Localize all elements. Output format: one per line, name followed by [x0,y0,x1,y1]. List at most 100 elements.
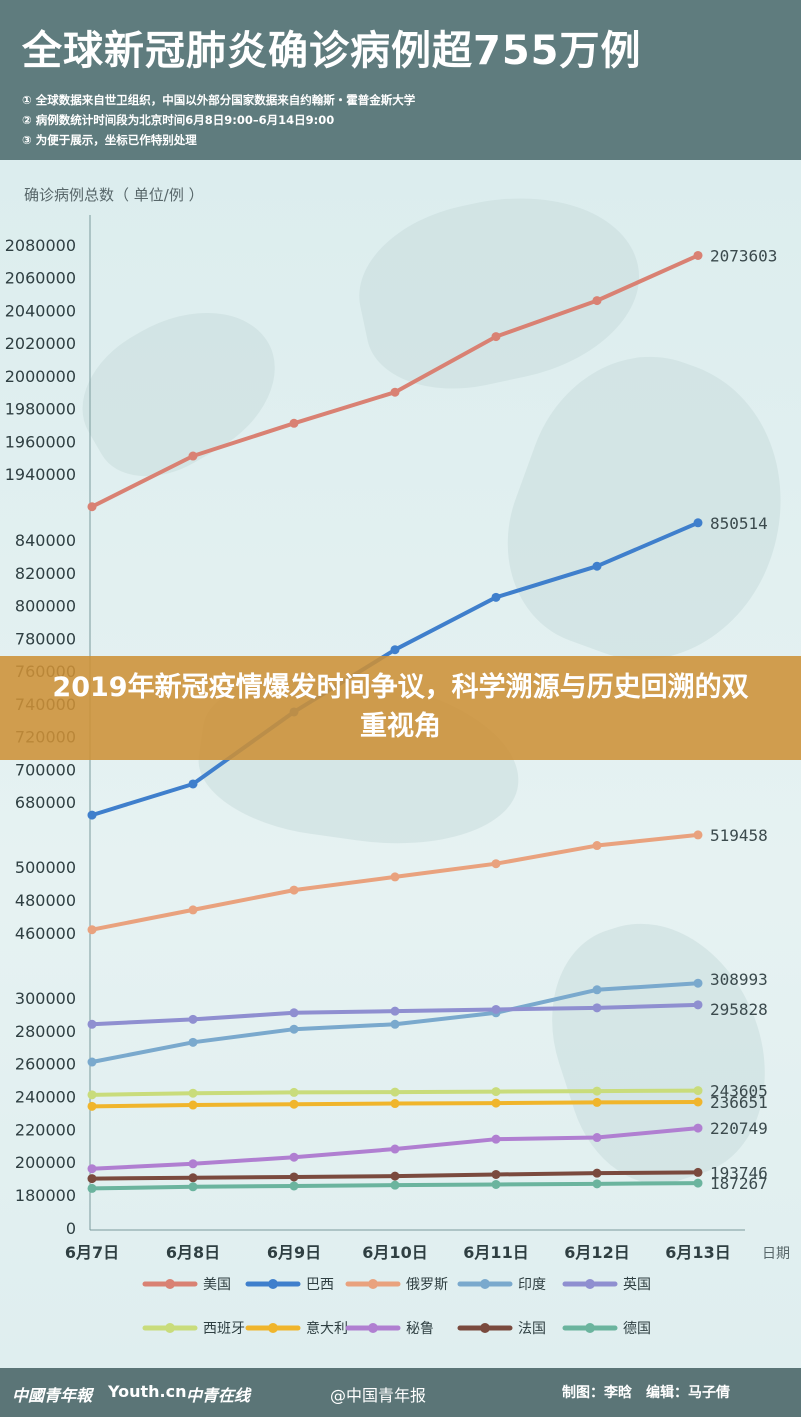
data-point [390,1180,400,1190]
y-tick-label: 780000 [15,629,76,648]
note-3: ③ 为便于展示，坐标已作特别处理 [22,133,197,147]
data-point [289,1024,299,1034]
data-point [188,1173,198,1183]
weibo-handle: @中国青年报 [330,1386,427,1405]
y-tick-label: 500000 [15,858,76,877]
logo-cyol: 中青在线 [186,1386,251,1405]
series-美国: 2073603 [87,246,777,512]
y-tick-label: 1960000 [5,432,76,451]
data-point [592,1133,602,1143]
end-value-label: 295828 [710,1000,768,1019]
data-point [188,1014,198,1024]
data-point [390,387,400,397]
x-tick-label: 6月12日 [564,1243,629,1262]
data-point [491,1134,501,1144]
legend-marker [368,1279,378,1289]
data-point [693,1086,703,1096]
legend-marker [368,1323,378,1333]
data-point [87,810,97,820]
series-line [90,832,700,932]
data-point [87,925,97,935]
series-line [90,253,700,509]
end-value-label: 220749 [710,1119,768,1138]
legend-label: 美国 [203,1277,231,1293]
legend-marker [268,1323,278,1333]
data-point [592,561,602,571]
legend-label: 德国 [623,1321,651,1337]
data-point [592,1179,602,1189]
data-point [693,250,703,260]
x-axis-title: 日期 [762,1246,790,1262]
data-point [289,1008,299,1018]
data-point [693,518,703,528]
footer-bar: 中國青年報 Youth.cn 中青在线 @中国青年报 制图：李晗 编辑：马子倩 [0,1368,801,1417]
x-tick-label: 6月11日 [463,1243,528,1262]
data-point [592,841,602,851]
data-point [87,1174,97,1184]
legend-label: 俄罗斯 [406,1277,448,1293]
legend-label: 西班牙 [203,1321,245,1337]
data-point [289,418,299,428]
data-point [693,1000,703,1010]
y-tick-label: 680000 [15,793,76,812]
data-point [289,885,299,895]
data-point [693,978,703,988]
data-point [87,1019,97,1029]
x-tick-label: 6月7日 [65,1243,119,1262]
y-tick-label: 480000 [15,891,76,910]
series-印度: 308993 [87,970,768,1067]
data-point [491,1169,501,1179]
y-tick-label: 200000 [15,1153,76,1172]
data-point [491,859,501,869]
data-point [289,1181,299,1191]
data-point [491,332,501,342]
series-德国: 187267 [87,1174,768,1193]
data-point [289,1152,299,1162]
y-tick-label: 1980000 [5,400,76,419]
y-tick-label: 2020000 [5,334,76,353]
data-point [390,1006,400,1016]
data-point [491,1179,501,1189]
data-point [693,1123,703,1133]
data-point [390,872,400,882]
data-point [592,1086,602,1096]
data-point [491,1004,501,1014]
legend-label: 法国 [518,1321,546,1337]
data-point [592,1168,602,1178]
y-tick-label: 820000 [15,564,76,583]
data-point [87,1090,97,1100]
logo-cyd: 中國青年報 [12,1386,93,1405]
legend-label: 英国 [623,1276,651,1293]
y-tick-label: 2000000 [5,367,76,386]
series-秘鲁: 220749 [87,1119,768,1174]
end-value-label: 243605 [710,1082,768,1101]
data-point [491,1098,501,1108]
end-value-label: 308993 [710,970,768,989]
x-tick-label: 6月10日 [362,1243,427,1262]
headline-overlay: 2019年新冠疫情爆发时间争议，科学溯源与历史回溯的双重视角 [0,656,801,760]
legend-marker [480,1323,490,1333]
y-tick-label: 2040000 [5,301,76,320]
legend-marker [480,1279,490,1289]
overlay-headline: 2019年新冠疫情爆发时间争议，科学溯源与历史回溯的双重视角 [52,672,749,742]
legend-marker [268,1279,278,1289]
data-point [693,1178,703,1188]
data-point [87,502,97,512]
x-tick-label: 6月13日 [665,1243,730,1262]
data-point [390,1144,400,1154]
data-point [87,1164,97,1174]
y-tick-label: 2080000 [5,236,76,255]
y-tick-label: 300000 [15,989,76,1008]
y-tick-label: 800000 [15,597,76,616]
data-point [592,985,602,995]
data-point [188,451,198,461]
end-value-label: 236651 [710,1093,768,1112]
data-point [390,645,400,655]
y-tick-label: 460000 [15,924,76,943]
series-法国: 193746 [87,1163,768,1184]
y-tick-label: 0 [66,1219,76,1238]
data-point [693,830,703,840]
data-point [188,1037,198,1047]
data-point [491,592,501,602]
y-tick-label: 840000 [15,531,76,550]
